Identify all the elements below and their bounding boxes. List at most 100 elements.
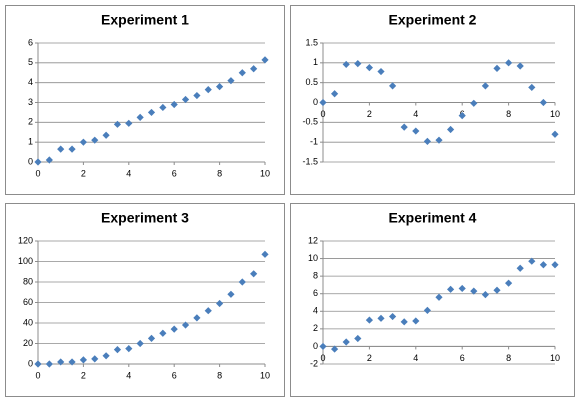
y-tick-label: -0.5 (302, 117, 318, 127)
data-point (493, 286, 501, 294)
data-point (447, 285, 455, 293)
data-point (170, 325, 178, 333)
data-point (331, 345, 339, 353)
data-point (238, 69, 246, 77)
panel-frame (290, 203, 575, 397)
y-tick-label: -1 (310, 137, 318, 147)
x-tick-label: 6 (460, 353, 465, 363)
data-point (68, 358, 76, 366)
y-tick-label: 0.5 (305, 77, 318, 87)
data-point (458, 284, 466, 293)
chart-title: Experiment 4 (389, 210, 477, 226)
data-point (319, 342, 327, 351)
x-tick-label: 8 (217, 168, 222, 178)
data-point (102, 131, 110, 139)
y-tick-label: 120 (18, 235, 33, 245)
data-point (377, 67, 385, 76)
data-point (470, 99, 478, 107)
data-point (159, 329, 167, 337)
data-point (216, 83, 224, 91)
data-point (412, 317, 420, 325)
y-tick-label: 0 (313, 97, 318, 107)
data-point (102, 352, 110, 360)
data-point (250, 270, 258, 278)
data-point (159, 103, 167, 112)
y-tick-label: 6 (313, 288, 318, 298)
data-point (470, 287, 478, 295)
x-tick-label: 10 (260, 168, 270, 178)
x-tick-label: 4 (126, 168, 131, 178)
data-point (400, 318, 408, 326)
data-point (331, 90, 339, 98)
data-point (354, 60, 362, 68)
data-point (91, 136, 99, 144)
y-tick-label: 12 (308, 235, 318, 245)
data-point (193, 314, 201, 322)
x-tick-label: 2 (81, 370, 86, 380)
data-point (216, 299, 224, 308)
data-point (528, 83, 536, 92)
x-tick-label: 0 (35, 168, 40, 178)
data-point (516, 62, 524, 70)
y-tick-label: 1 (313, 57, 318, 67)
data-point (204, 86, 212, 94)
data-point (91, 355, 99, 363)
y-tick-label: 40 (23, 317, 33, 327)
data-point (435, 136, 443, 144)
data-point (204, 307, 212, 315)
data-point (447, 125, 455, 134)
data-point (389, 82, 397, 90)
data-point (539, 261, 547, 269)
data-point (147, 108, 156, 117)
data-point (34, 360, 42, 368)
data-point (125, 119, 133, 127)
data-point (181, 321, 190, 329)
x-tick-label: 0 (35, 370, 40, 380)
y-tick-label: -2 (310, 358, 318, 368)
x-tick-label: 8 (217, 370, 222, 380)
data-point (539, 98, 547, 107)
chart-title: Experiment 1 (101, 12, 189, 28)
x-tick-label: 6 (172, 168, 177, 178)
x-tick-label: 6 (172, 370, 177, 380)
data-point (389, 312, 397, 321)
x-tick-label: 2 (81, 168, 86, 178)
data-point (136, 339, 144, 348)
data-point (238, 278, 246, 286)
data-point (354, 334, 362, 343)
y-tick-label: 0 (28, 358, 33, 368)
x-tick-label: 0 (320, 353, 325, 363)
x-tick-label: 10 (550, 353, 560, 363)
chart-title: Experiment 2 (389, 12, 477, 28)
data-point (57, 358, 65, 366)
y-tick-label: 0 (313, 341, 318, 351)
data-point (458, 111, 466, 120)
data-point (342, 338, 350, 346)
data-point (79, 356, 87, 364)
y-tick-label: 6 (28, 37, 33, 47)
x-tick-label: 2 (367, 109, 372, 119)
data-point (147, 334, 156, 342)
data-point (377, 314, 385, 322)
chart-title: Experiment 3 (101, 210, 189, 226)
y-tick-label: 5 (28, 57, 33, 67)
x-tick-label: 0 (320, 109, 325, 119)
data-point (57, 145, 65, 153)
data-point (423, 137, 431, 145)
y-tick-label: -1.5 (302, 156, 318, 166)
x-tick-label: 10 (550, 109, 560, 119)
panel-frame (5, 5, 285, 195)
y-tick-label: 8 (313, 271, 318, 281)
y-tick-label: 10 (308, 253, 318, 263)
data-point (113, 346, 122, 354)
data-point (68, 145, 76, 153)
y-tick-label: 2 (313, 323, 318, 333)
data-point (136, 113, 144, 121)
data-point (516, 264, 524, 272)
y-tick-label: 100 (18, 256, 33, 266)
x-tick-label: 4 (413, 109, 418, 119)
data-point (125, 345, 133, 353)
data-point (193, 91, 201, 100)
data-point (423, 306, 431, 315)
x-tick-label: 4 (126, 370, 131, 380)
